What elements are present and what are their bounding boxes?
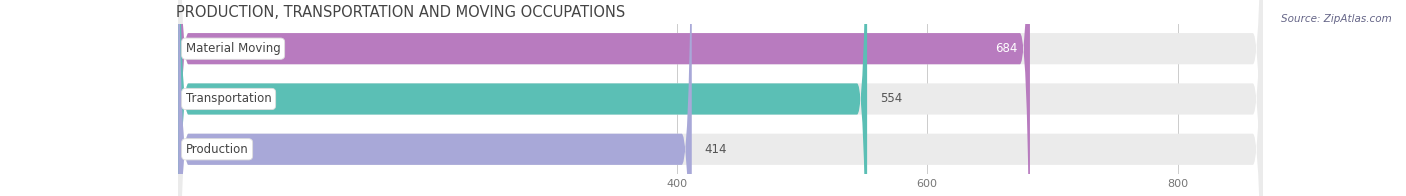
Text: Source: ZipAtlas.com: Source: ZipAtlas.com: [1281, 14, 1392, 24]
FancyBboxPatch shape: [179, 0, 1031, 196]
Text: 684: 684: [995, 42, 1018, 55]
FancyBboxPatch shape: [179, 0, 1263, 196]
Text: PRODUCTION, TRANSPORTATION AND MOVING OCCUPATIONS: PRODUCTION, TRANSPORTATION AND MOVING OC…: [176, 5, 626, 20]
FancyBboxPatch shape: [179, 0, 1263, 196]
FancyBboxPatch shape: [179, 0, 868, 196]
Text: Production: Production: [186, 143, 249, 156]
Text: Material Moving: Material Moving: [186, 42, 281, 55]
FancyBboxPatch shape: [179, 0, 1263, 196]
Text: 554: 554: [880, 93, 901, 105]
Text: Transportation: Transportation: [186, 93, 271, 105]
FancyBboxPatch shape: [179, 0, 692, 196]
Text: 414: 414: [704, 143, 727, 156]
